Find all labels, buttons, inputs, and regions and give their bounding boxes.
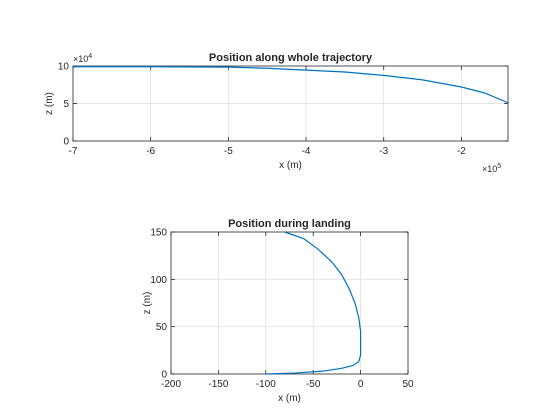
- series-line: [73, 66, 509, 104]
- x-axis-label: x (m): [279, 160, 302, 171]
- chart-title: Position during landing: [228, 218, 351, 230]
- chart-title: Position along whole trajectory: [209, 52, 373, 64]
- y-exponent-power: 4: [88, 53, 92, 60]
- y-axis-label: z (m): [142, 292, 153, 315]
- y-tick-label: 100: [150, 275, 167, 286]
- x-exponent-label: ×105: [482, 163, 501, 174]
- x-exponent-base: ×10: [482, 164, 497, 174]
- y-exponent-label: ×104: [73, 53, 92, 64]
- y-tick-label: 0: [63, 137, 69, 148]
- x-tick-label: 50: [402, 379, 414, 390]
- x-tick-label: -7: [69, 146, 78, 157]
- x-tick-label: -200: [161, 379, 181, 390]
- y-exponent-base: ×10: [73, 54, 88, 64]
- y-tick-label: 5: [63, 99, 69, 110]
- x-tick-label: -6: [146, 146, 155, 157]
- x-exponent-power: 5: [497, 163, 501, 170]
- axes-box: [170, 231, 409, 375]
- y-tick-label: 150: [150, 228, 167, 239]
- plot-area: [171, 232, 408, 374]
- y-tick-label: 0: [161, 370, 167, 381]
- x-tick-label: -150: [208, 379, 228, 390]
- x-tick-label: -100: [256, 379, 276, 390]
- x-tick-label: -3: [379, 146, 388, 157]
- y-tick-label: 50: [156, 322, 168, 333]
- y-tick-label: 10: [58, 62, 70, 73]
- x-tick-label: -5: [224, 146, 233, 157]
- chart-1: -7 -6 -5 -4 -3 -2 0 5 10 Position along whole tra…: [44, 52, 509, 174]
- x-tick-label: -2: [457, 146, 466, 157]
- x-tick-label: 0: [358, 379, 364, 390]
- chart-2: -200 -150 -100 -50 0 50 0 50 100 150 Position duri…: [142, 218, 414, 404]
- x-tick-label: -4: [302, 146, 311, 157]
- x-axis-label: x (m): [278, 393, 301, 404]
- y-axis-label: z (m): [44, 92, 55, 115]
- series-line: [265, 231, 362, 375]
- x-tick-label: -50: [306, 379, 321, 390]
